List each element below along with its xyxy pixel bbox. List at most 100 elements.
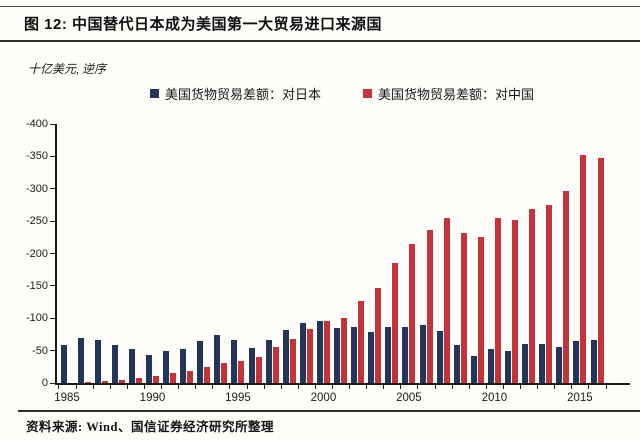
x-tick — [520, 385, 522, 389]
y-tick — [50, 155, 55, 157]
bar-china-2015 — [580, 155, 587, 383]
bar-china-1990 — [152, 375, 159, 383]
x-tick-label: 2005 — [396, 392, 422, 404]
legend-swatch-japan-icon — [150, 89, 159, 98]
y-tick — [50, 253, 55, 254]
y-tick-label: -150 — [25, 279, 48, 292]
bar-china-2008 — [460, 233, 467, 383]
x-tick-label: 1995 — [225, 392, 251, 404]
bar-japan-1985 — [60, 345, 67, 383]
x-tick-label: 2010 — [481, 392, 508, 404]
bar-china-1997 — [272, 346, 279, 383]
bar-china-2000 — [323, 320, 330, 383]
x-tick — [109, 385, 111, 389]
x-tick — [451, 385, 453, 389]
bar-japan-2015 — [573, 340, 580, 383]
y-tick-label: 0 — [41, 377, 48, 389]
bar-china-1998 — [289, 338, 296, 383]
bar-china-2012 — [529, 209, 536, 383]
bar-japan-1996 — [248, 348, 255, 383]
x-tick — [537, 385, 539, 389]
y-tick-label: -400 — [25, 118, 48, 130]
x-tick-label: 2015 — [567, 392, 593, 404]
y-axis — [55, 124, 57, 383]
footer-divider — [18, 410, 640, 412]
x-tick — [297, 385, 299, 389]
bar-china-1993 — [204, 367, 211, 383]
y-tick-label: -300 — [25, 182, 48, 195]
bar-japan-2001 — [334, 327, 341, 383]
bar-japan-1994 — [214, 335, 221, 383]
bar-china-1986 — [84, 381, 91, 383]
bar-china-2011 — [512, 220, 519, 383]
bar-japan-1995 — [231, 340, 238, 383]
x-tick — [246, 385, 248, 389]
x-tick — [58, 385, 60, 389]
bar-china-2004 — [392, 263, 399, 383]
bar-japan-2009 — [470, 355, 477, 383]
x-tick — [400, 385, 402, 389]
bar-china-2010 — [494, 217, 501, 383]
bar-china-2002 — [358, 301, 365, 383]
bar-japan-2004 — [385, 327, 392, 383]
figure-title: 图 12: 中国替代日本成为美国第一大贸易进口来源国 — [24, 16, 383, 33]
bar-japan-1992 — [180, 348, 187, 383]
bar-japan-2007 — [436, 331, 443, 383]
x-tick — [195, 385, 197, 389]
x-axis — [55, 383, 630, 385]
bar-japan-1997 — [265, 340, 272, 383]
bar-japan-1991 — [163, 351, 170, 383]
bar-japan-2010 — [487, 348, 494, 383]
bar-china-1988 — [118, 379, 125, 383]
bar-china-1991 — [170, 373, 177, 383]
x-tick — [571, 385, 573, 389]
x-tick — [229, 385, 231, 389]
x-tick — [161, 385, 163, 389]
bar-japan-2005 — [402, 327, 409, 383]
y-axis-unit-label: 十亿美元, 逆序 — [28, 62, 107, 76]
legend-label-japan: 美国货物贸易差额：对日本 — [165, 87, 322, 102]
bar-japan-1986 — [77, 337, 84, 383]
x-tick — [485, 385, 487, 389]
x-tick — [75, 385, 77, 389]
bar-china-2005 — [409, 243, 416, 383]
x-tick — [143, 385, 145, 389]
y-tick — [50, 220, 55, 222]
x-tick-label: 2000 — [310, 392, 337, 404]
bar-japan-2000 — [316, 321, 323, 383]
y-tick-label: -350 — [25, 150, 48, 163]
y-tick — [50, 317, 55, 319]
bar-japan-2011 — [505, 350, 512, 383]
legend-item-japan: 美国货物贸易差额：对日本 — [150, 84, 321, 103]
bar-china-1999 — [306, 329, 313, 383]
bar-japan-1987 — [94, 339, 101, 383]
x-tick — [263, 385, 265, 389]
legend: 美国货物贸易差额：对日本 美国货物贸易差额：对中国 — [150, 84, 534, 103]
x-tick — [468, 385, 470, 389]
x-tick — [383, 385, 385, 389]
bar-china-2007 — [443, 217, 450, 383]
legend-label-china: 美国货物贸易差额：对中国 — [378, 87, 535, 102]
bar-china-2003 — [375, 288, 382, 383]
bar-japan-1998 — [282, 329, 289, 383]
bar-japan-2013 — [539, 344, 546, 383]
bar-japan-1989 — [128, 348, 135, 383]
bar-china-1996 — [255, 357, 262, 383]
x-tick-label: 1985 — [54, 392, 80, 404]
bar-china-2016 — [597, 158, 604, 383]
y-tick-label: -250 — [25, 215, 48, 228]
x-tick — [212, 385, 214, 389]
y-tick — [50, 382, 55, 384]
title-divider — [0, 40, 640, 42]
bar-china-2001 — [341, 318, 348, 383]
x-tick — [280, 385, 282, 389]
bar-japan-1993 — [197, 340, 204, 383]
bar-japan-1990 — [145, 355, 152, 383]
bar-japan-2012 — [522, 343, 529, 383]
y-tick — [50, 285, 55, 287]
x-tick — [588, 385, 590, 389]
x-tick — [332, 385, 333, 389]
x-tick — [314, 385, 316, 389]
